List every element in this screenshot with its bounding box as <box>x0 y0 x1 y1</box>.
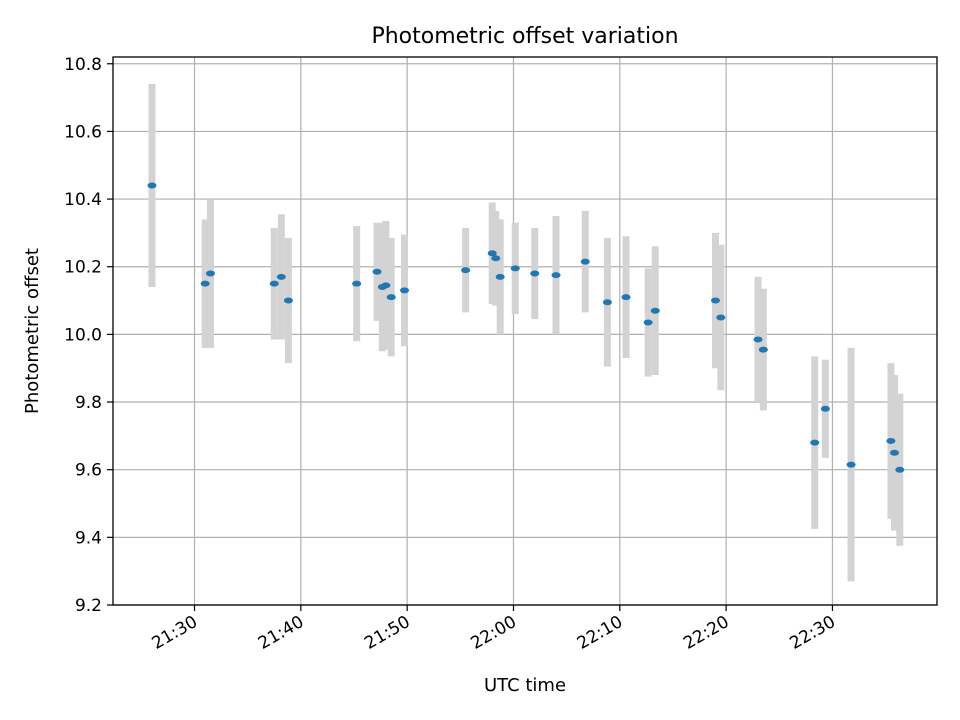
y-tick-label: 9.6 <box>75 461 102 481</box>
data-points <box>147 182 905 473</box>
data-point <box>147 182 157 189</box>
data-point <box>352 280 362 287</box>
y-axis-label: Photometric offset <box>22 248 43 414</box>
data-point <box>758 346 768 353</box>
data-point <box>846 461 856 468</box>
data-point <box>886 437 896 444</box>
y-tick-label: 10.6 <box>64 122 102 142</box>
data-point <box>710 297 720 304</box>
data-point <box>491 255 501 262</box>
data-point <box>495 273 505 280</box>
data-point <box>650 307 660 314</box>
plot-area <box>113 57 937 605</box>
y-tick-label: 9.8 <box>75 393 102 413</box>
y-tick-label: 10.4 <box>64 190 102 210</box>
data-point <box>810 439 820 446</box>
data-point <box>276 273 286 280</box>
data-point <box>580 258 590 265</box>
y-tick-label: 10.0 <box>64 325 102 345</box>
data-point <box>487 250 497 257</box>
y-tick-label: 10.2 <box>64 258 102 278</box>
data-point <box>551 272 561 279</box>
x-axis-label: UTC time <box>484 675 566 696</box>
y-tick-label: 10.8 <box>64 55 102 75</box>
y-axis-ticks: 9.2 9.4 9.6 9.8 10.0 10.2 10.4 10.6 10.8 <box>64 55 113 616</box>
chart-title: Photometric offset variation <box>371 24 678 49</box>
data-point <box>205 270 215 277</box>
data-point <box>510 265 520 272</box>
data-point <box>643 319 653 326</box>
data-point <box>269 280 279 287</box>
data-point <box>530 270 540 277</box>
y-tick-label: 9.4 <box>75 528 102 548</box>
data-point <box>895 466 905 473</box>
data-point <box>621 294 631 301</box>
data-point <box>716 314 726 321</box>
data-point <box>283 297 293 304</box>
data-point <box>461 267 471 274</box>
data-point <box>381 282 391 289</box>
data-point <box>372 268 382 275</box>
data-point <box>753 336 763 343</box>
data-point <box>820 405 830 412</box>
data-point <box>400 287 410 294</box>
y-tick-label: 9.2 <box>75 596 102 616</box>
data-point <box>200 280 210 287</box>
plot-frame <box>112 56 938 606</box>
data-point <box>889 449 899 456</box>
data-point <box>602 299 612 306</box>
data-point <box>386 294 396 301</box>
